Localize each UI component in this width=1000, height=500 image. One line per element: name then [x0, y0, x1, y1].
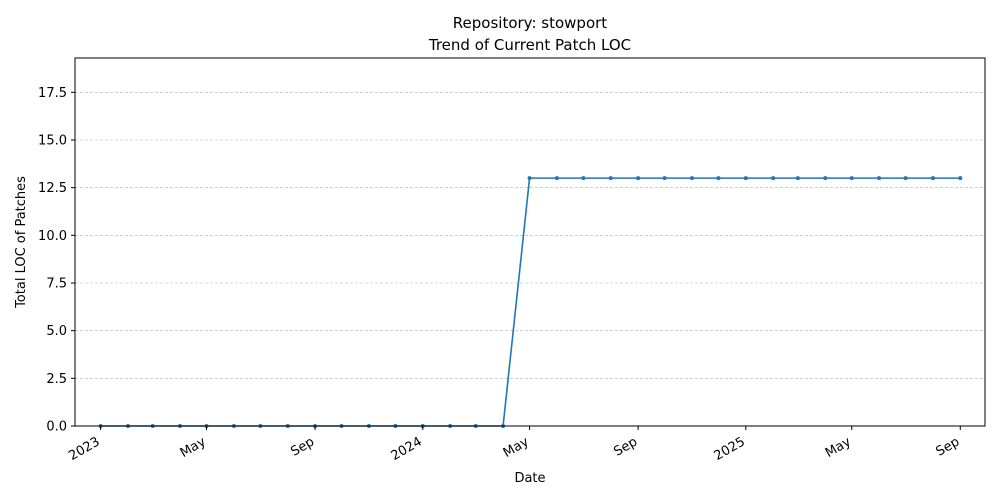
y-tick-label: 7.5	[46, 276, 67, 291]
y-tick-label: 10.0	[38, 229, 67, 244]
data-point	[662, 176, 667, 181]
series-layer	[98, 176, 963, 428]
data-point	[930, 176, 935, 181]
chart-subtitle: Trend of Current Patch LOC	[428, 36, 631, 54]
x-tick-label: 2023	[66, 434, 102, 464]
plot-frame	[74, 57, 986, 427]
y-tick-label: 17.5	[38, 86, 67, 101]
data-point	[581, 176, 586, 181]
y-tick-label: 15.0	[38, 133, 67, 148]
y-tick-label: 0.0	[46, 420, 67, 435]
chart-title: Repository: stowport	[453, 14, 607, 32]
y-tick-label: 12.5	[38, 181, 67, 196]
y-axis: 0.0 2.5 5.0 7.5 10.0 12.5 15.0 17.5	[38, 86, 75, 435]
data-point	[527, 176, 532, 181]
y-axis-label: Total LOC of Patches	[14, 176, 29, 309]
data-point	[903, 176, 908, 181]
x-axis: 2023 May Sep 2024 May Sep 2025 May Sep	[66, 426, 962, 464]
x-tick-label: Sep	[611, 434, 640, 459]
data-point	[689, 176, 694, 181]
data-point	[958, 176, 963, 181]
data-point	[795, 176, 800, 181]
data-point	[636, 176, 641, 181]
x-tick-label: Sep	[934, 434, 963, 459]
data-point	[743, 176, 748, 181]
data-point	[771, 176, 776, 181]
x-tick-label: 2024	[389, 434, 425, 464]
y-tick-label: 2.5	[46, 372, 67, 387]
data-point	[554, 176, 559, 181]
data-point	[877, 176, 882, 181]
x-tick-label: 2025	[712, 434, 748, 464]
x-tick-label: May	[501, 434, 532, 461]
x-tick-label: May	[178, 434, 209, 461]
x-tick-label: Sep	[288, 434, 317, 459]
series-line	[100, 177, 961, 427]
x-tick-label: May	[823, 434, 854, 461]
data-point	[716, 176, 721, 181]
grid-lines	[75, 92, 985, 379]
data-point	[608, 176, 613, 181]
x-axis-label: Date	[514, 471, 545, 486]
data-point	[823, 176, 828, 181]
data-point	[849, 176, 854, 181]
y-tick-label: 5.0	[46, 324, 67, 339]
